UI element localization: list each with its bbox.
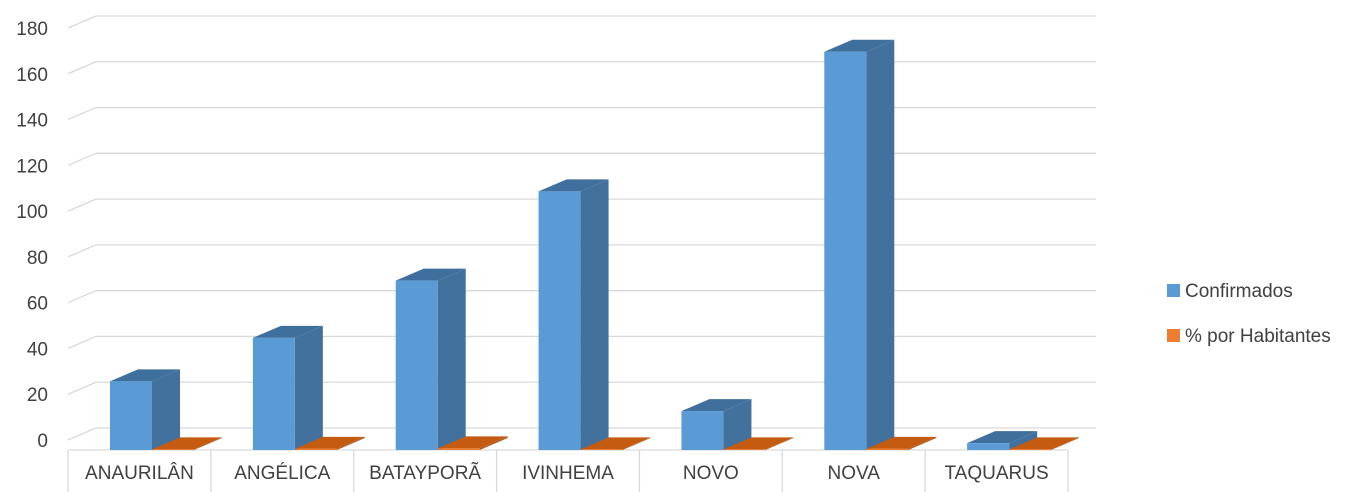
category-label: NOVO [683, 463, 739, 484]
bar-top [110, 369, 180, 382]
legend-swatch [1167, 284, 1180, 297]
bar-top [580, 437, 651, 450]
gridline-depth-120 [67, 152, 97, 166]
bar-top [395, 268, 466, 281]
bar-side [336, 436, 365, 450]
y-tick-label: 80 [27, 248, 48, 269]
bar-side [866, 39, 895, 450]
category-label: NOVA [827, 463, 880, 484]
bar-side [765, 437, 794, 450]
legend-label: % por Habitantes [1185, 326, 1331, 347]
gridline-depth-100 [67, 198, 97, 212]
bar-top [252, 325, 323, 338]
category-label: BATAYPORÃ [369, 462, 481, 484]
legend-swatch [1167, 329, 1180, 342]
bar-confirmados-0 [110, 369, 180, 450]
y-tick-label: 0 [37, 431, 48, 452]
category-label: TAQUARUS [944, 463, 1048, 484]
y-tick-label: 20 [27, 385, 48, 406]
legend: Confirmados % por Habitantes [1167, 281, 1331, 347]
y-tick-label: 120 [16, 156, 48, 177]
bar-side [580, 179, 609, 450]
gridline-depth-160 [67, 61, 97, 75]
bar-confirmados-1 [252, 325, 323, 450]
bar-front [294, 448, 337, 450]
bar-front [538, 191, 581, 450]
bar-side [1051, 437, 1080, 450]
bar-top [538, 179, 609, 192]
bar-por-habitantes-3 [580, 437, 651, 450]
bar-side [194, 437, 222, 450]
bar-top [681, 399, 752, 412]
gridline-depth-40 [67, 335, 97, 350]
bar-side [152, 369, 180, 450]
y-tick-label: 40 [27, 339, 48, 360]
bar-side [723, 399, 752, 450]
category-axis: ANAURILÂN ANGÉLICA BATAYPORÃ IVINHEMA NOVO NO… [67, 450, 1069, 492]
bar-por-habitantes-4 [723, 437, 794, 450]
category-label: ANAURILÂN [85, 462, 194, 484]
bar-top [824, 39, 895, 52]
bar-por-habitantes-5 [866, 436, 937, 450]
bar-top [437, 436, 508, 449]
bar-side [622, 437, 651, 450]
bar-top [723, 437, 794, 450]
category-label: ANGÉLICA [234, 463, 330, 484]
bar-top [967, 431, 1038, 444]
bar-top [294, 436, 365, 449]
gridline-depth-180 [67, 15, 97, 29]
y-tick-label: 180 [16, 19, 48, 40]
bars [110, 39, 1080, 450]
bar-por-habitantes-1 [294, 436, 365, 450]
gridline-depth-60 [67, 290, 97, 304]
bar-confirmados-4 [681, 399, 752, 450]
bar-confirmados-3 [538, 179, 609, 450]
gridline-depth-0 [67, 427, 97, 441]
bar-por-habitantes-0 [152, 437, 222, 450]
bar-front [152, 449, 194, 450]
legend-label: Confirmados [1185, 281, 1293, 302]
gridline-depth-140 [67, 106, 97, 121]
bar-side [437, 268, 466, 450]
y-tick-label: 100 [16, 202, 48, 223]
bar-front [1009, 449, 1052, 450]
bar-side [908, 436, 937, 450]
y-tick-label: 160 [16, 65, 48, 86]
y-tick-label: 140 [16, 111, 48, 132]
bar-side [294, 325, 323, 450]
gridline-depth-80 [67, 244, 97, 258]
bar-por-habitantes-2 [437, 436, 508, 450]
bar-front [866, 448, 909, 450]
y-tick-label: 60 [27, 294, 48, 315]
bar-front [252, 337, 295, 450]
bar-top [1009, 437, 1080, 450]
bar-top [866, 436, 937, 449]
bar-front [723, 449, 766, 450]
bar-side [479, 436, 508, 450]
bar-confirmados-5 [824, 39, 895, 450]
category-label: IVINHEMA [522, 463, 614, 484]
bar-front [395, 280, 438, 450]
y-axis-ticks: 0 20 40 60 80 100 120 140 160 180 [16, 19, 48, 452]
bar-confirmados-6 [967, 431, 1038, 450]
bar-front [580, 449, 623, 450]
bar-top [152, 437, 222, 450]
bar-front [824, 51, 867, 450]
bar-side [1009, 431, 1038, 450]
bar-por-habitantes-6 [1009, 437, 1080, 450]
bar-front [437, 448, 480, 450]
bar-front [681, 411, 724, 450]
bar-front [110, 381, 152, 450]
bar-confirmados-2 [395, 268, 466, 450]
gridline-depth-20 [67, 381, 97, 395]
bar-front [967, 443, 1010, 450]
